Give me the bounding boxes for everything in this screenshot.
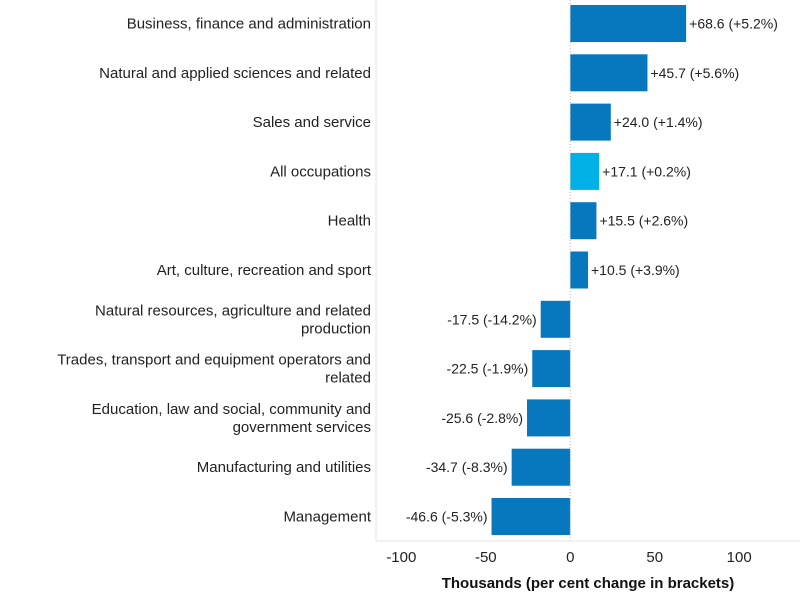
bar xyxy=(570,54,648,92)
bar xyxy=(570,103,611,141)
category-label-line: Management xyxy=(283,509,371,526)
bar xyxy=(491,498,571,535)
category-label: Natural and applied sciences and related xyxy=(99,65,371,82)
bar xyxy=(570,5,687,42)
bar xyxy=(532,350,571,388)
category-label: Management xyxy=(283,509,371,526)
x-tick-label: -100 xyxy=(386,549,416,566)
category-label-line: Education, law and social, community and xyxy=(92,401,371,418)
data-label: +68.6 (+5.2%) xyxy=(689,16,778,32)
category-label: Business, finance and administration xyxy=(127,16,371,33)
category-label: Trades, transport and equipment operator… xyxy=(57,352,371,387)
category-label-line: production xyxy=(301,320,371,337)
category-label: Manufacturing and utilities xyxy=(197,459,371,476)
bar xyxy=(527,399,571,437)
bar xyxy=(570,202,597,240)
bar xyxy=(511,448,571,486)
x-tick-label: 0 xyxy=(566,549,574,566)
category-label-line: Manufacturing and utilities xyxy=(197,459,371,476)
x-tick-label: -50 xyxy=(475,549,497,566)
bar xyxy=(540,300,571,338)
category-label: Health xyxy=(328,213,371,230)
data-label: +10.5 (+3.9%) xyxy=(591,262,680,278)
category-label: All occupations xyxy=(270,163,371,180)
data-label: -46.6 (-5.3%) xyxy=(406,509,488,525)
category-label-line: Trades, transport and equipment operator… xyxy=(57,352,371,369)
category-label-line: Health xyxy=(328,213,371,230)
x-tick-label: 50 xyxy=(646,549,663,566)
bar xyxy=(570,152,600,190)
x-axis-title: Thousands (per cent change in brackets) xyxy=(442,575,735,592)
data-label: -17.5 (-14.2%) xyxy=(447,311,536,327)
category-label: Sales and service xyxy=(253,114,371,131)
data-label: +17.1 (+0.2%) xyxy=(602,163,691,179)
category-label-line: Sales and service xyxy=(253,114,371,131)
category-label-line: Art, culture, recreation and sport xyxy=(157,262,372,279)
category-label-line: Natural and applied sciences and related xyxy=(99,65,371,82)
category-label-line: Natural resources, agriculture and relat… xyxy=(95,302,371,319)
category-label-line: government services xyxy=(233,419,371,436)
bar xyxy=(570,251,588,289)
category-label: Natural resources, agriculture and relat… xyxy=(95,302,371,337)
data-label: +15.5 (+2.6%) xyxy=(599,213,688,229)
data-label: +45.7 (+5.6%) xyxy=(650,65,739,81)
category-label-line: Business, finance and administration xyxy=(127,16,371,33)
category-label: Art, culture, recreation and sport xyxy=(157,262,372,279)
category-label-line: All occupations xyxy=(270,163,371,180)
data-label: +24.0 (+1.4%) xyxy=(614,114,703,130)
data-label: -34.7 (-8.3%) xyxy=(426,459,508,475)
category-label: Education, law and social, community and… xyxy=(92,401,371,436)
x-tick-label: 100 xyxy=(727,549,752,566)
data-label: -25.6 (-2.8%) xyxy=(441,410,523,426)
data-label: -22.5 (-1.9%) xyxy=(447,361,529,377)
category-label-line: related xyxy=(325,370,371,387)
